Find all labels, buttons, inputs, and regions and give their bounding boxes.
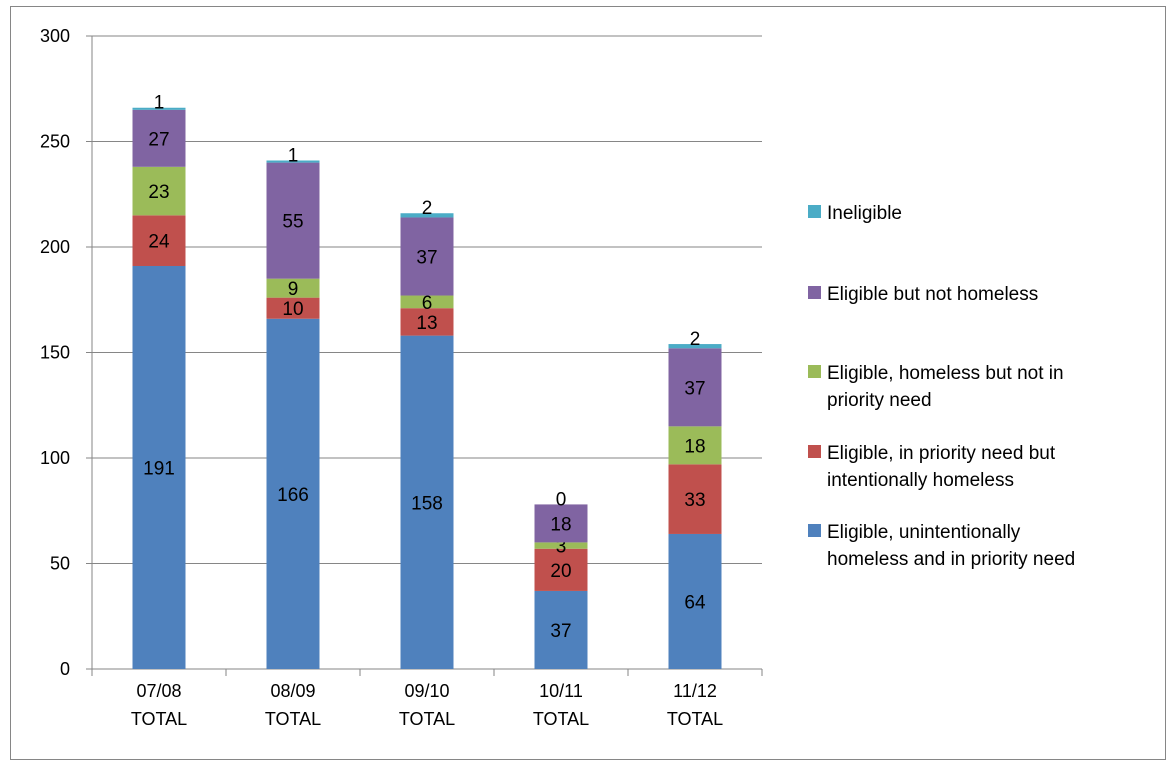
bar-segment <box>534 542 588 549</box>
data-label: 1 <box>288 145 299 166</box>
x-tick-label: TOTAL <box>667 709 723 729</box>
data-label: 158 <box>411 493 443 514</box>
bar-segment <box>400 213 454 218</box>
legend-label: Eligible but not homeless <box>827 284 1038 305</box>
legend-label: priority need <box>827 390 932 411</box>
legend-label: intentionally homeless <box>827 470 1014 491</box>
data-label: 1 <box>154 93 165 114</box>
data-label: 166 <box>277 485 309 506</box>
bar-segment <box>132 107 186 110</box>
bar-segment <box>400 217 454 296</box>
legend-label: Ineligible <box>827 203 902 224</box>
data-label: 9 <box>288 279 299 300</box>
y-tick-label: 150 <box>40 343 70 363</box>
bar-segment <box>668 464 722 534</box>
x-tick-label: 10/11 <box>539 681 583 701</box>
data-label: 37 <box>416 247 437 268</box>
data-label: 0 <box>556 489 567 510</box>
data-label: 18 <box>550 514 571 535</box>
data-label: 2 <box>422 198 433 219</box>
y-tick-label: 200 <box>40 237 70 257</box>
data-label: 13 <box>416 313 437 334</box>
bar-segment <box>400 335 454 669</box>
x-tick-label: 09/10 <box>404 681 449 701</box>
bar-segment <box>266 318 320 669</box>
data-label: 55 <box>282 212 303 233</box>
legend-swatch <box>808 205 821 218</box>
data-label: 191 <box>143 458 175 479</box>
bar-segment <box>132 109 186 167</box>
bar-segment <box>132 215 186 266</box>
bar-segment <box>534 504 588 543</box>
bar-segment <box>132 166 186 216</box>
legend-label: Eligible, unintentionally <box>827 522 1021 543</box>
data-label: 23 <box>148 182 169 203</box>
data-label: 33 <box>684 490 705 511</box>
data-label: 6 <box>422 293 433 314</box>
data-label: 20 <box>550 561 571 582</box>
data-label: 37 <box>684 378 705 399</box>
bar-segment <box>668 533 722 669</box>
x-tick-label: 07/08 <box>136 681 181 701</box>
data-label: 3 <box>556 537 567 558</box>
bar-segment <box>266 160 320 163</box>
legend-swatch <box>808 524 821 537</box>
y-tick-label: 50 <box>50 554 70 574</box>
x-tick-label: 08/09 <box>270 681 315 701</box>
y-tick-label: 250 <box>40 132 70 152</box>
chart-frame <box>10 6 1166 760</box>
bar-segment <box>534 548 588 591</box>
legend-label: homeless and in priority need <box>827 549 1075 570</box>
bar-segment <box>668 426 722 465</box>
legend-swatch <box>808 365 821 378</box>
data-label: 18 <box>684 436 705 457</box>
x-tick-label: 11/12 <box>673 681 717 701</box>
y-tick-label: 0 <box>60 659 70 679</box>
data-label: 64 <box>684 592 706 613</box>
bar-segment <box>266 278 320 298</box>
bar-segment <box>668 344 722 349</box>
y-tick-label: 100 <box>40 448 70 468</box>
data-label: 10 <box>282 299 303 320</box>
bar-segment <box>266 162 320 279</box>
bar-segment <box>400 308 454 336</box>
legend-label: Eligible, homeless but not in <box>827 363 1064 384</box>
x-tick-label: TOTAL <box>131 709 187 729</box>
data-label: 24 <box>148 232 170 253</box>
bar-segment <box>534 590 588 669</box>
bar-segment <box>668 348 722 427</box>
x-tick-label: TOTAL <box>399 709 455 729</box>
data-label: 2 <box>690 329 701 350</box>
y-tick-label: 300 <box>40 26 70 46</box>
x-tick-label: TOTAL <box>265 709 321 729</box>
x-tick-label: TOTAL <box>533 709 589 729</box>
legend-label: Eligible, in priority need but <box>827 443 1056 464</box>
data-label: 37 <box>550 621 571 642</box>
data-label: 27 <box>148 129 169 150</box>
legend-swatch <box>808 445 821 458</box>
legend-swatch <box>808 286 821 299</box>
bar-segment <box>400 295 454 309</box>
bar-segment <box>266 297 320 319</box>
bar-segment <box>132 265 186 669</box>
